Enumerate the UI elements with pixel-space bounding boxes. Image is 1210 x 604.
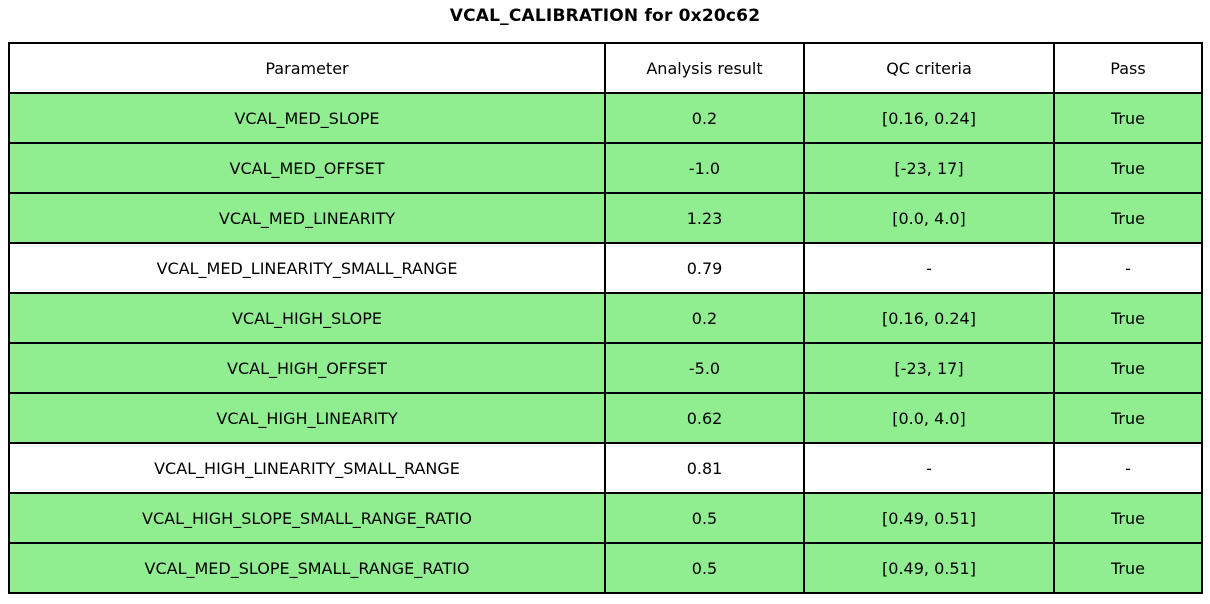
page-title: VCAL_CALIBRATION for 0x20c62: [449, 6, 761, 26]
pass-cell: True: [1053, 142, 1203, 194]
criteria-cell: [0.16, 0.24]: [803, 92, 1055, 144]
table-row: VCAL_HIGH_SLOPE 0.2 [0.16, 0.24] True: [8, 292, 1203, 344]
column-header-qc-criteria: QC criteria: [803, 42, 1055, 94]
parameter-cell: VCAL_HIGH_SLOPE: [8, 292, 606, 344]
parameter-cell: VCAL_HIGH_OFFSET: [8, 342, 606, 394]
result-cell: 1.23: [604, 192, 805, 244]
result-cell: 0.5: [604, 492, 805, 544]
pass-cell: True: [1053, 492, 1203, 544]
pass-cell: True: [1053, 92, 1203, 144]
parameter-cell: VCAL_HIGH_LINEARITY_SMALL_RANGE: [8, 442, 606, 494]
parameter-cell: VCAL_HIGH_LINEARITY: [8, 392, 606, 444]
result-cell: 0.62: [604, 392, 805, 444]
parameter-cell: VCAL_MED_SLOPE_SMALL_RANGE_RATIO: [8, 542, 606, 594]
criteria-cell: [0.16, 0.24]: [803, 292, 1055, 344]
table-row: VCAL_HIGH_SLOPE_SMALL_RANGE_RATIO 0.5 [0.4…: [8, 492, 1203, 544]
pass-cell: -: [1053, 242, 1203, 294]
pass-cell: True: [1053, 292, 1203, 344]
result-cell: -1.0: [604, 142, 805, 194]
parameter-cell: VCAL_HIGH_SLOPE_SMALL_RANGE_RATIO: [8, 492, 606, 544]
parameter-cell: VCAL_MED_LINEARITY_SMALL_RANGE: [8, 242, 606, 294]
table-row: VCAL_MED_OFFSET -1.0 [-23, 17] True: [8, 142, 1203, 194]
column-header-pass: Pass: [1053, 42, 1203, 94]
result-cell: 0.79: [604, 242, 805, 294]
result-cell: 0.2: [604, 292, 805, 344]
criteria-cell: [-23, 17]: [803, 142, 1055, 194]
criteria-cell: [0.0, 4.0]: [803, 192, 1055, 244]
pass-cell: True: [1053, 542, 1203, 594]
criteria-cell: [0.49, 0.51]: [803, 492, 1055, 544]
result-cell: 0.2: [604, 92, 805, 144]
parameter-cell: VCAL_MED_LINEARITY: [8, 192, 606, 244]
table-row: VCAL_MED_SLOPE 0.2 [0.16, 0.24] True: [8, 92, 1203, 144]
column-header-parameter: Parameter: [8, 42, 606, 94]
table-body: VCAL_MED_SLOPE 0.2 [0.16, 0.24] True VCAL_ME…: [8, 92, 1203, 594]
parameter-cell: VCAL_MED_SLOPE: [8, 92, 606, 144]
table-row: VCAL_HIGH_LINEARITY_SMALL_RANGE 0.81- -: [8, 442, 1203, 494]
table-row: VCAL_HIGH_OFFSET -5.0 [-23, 17] True: [8, 342, 1203, 394]
table-row: VCAL_HIGH_LINEARITY 0.62 [0.0, 4.0] True: [8, 392, 1203, 444]
table-row: VCAL_MED_LINEARITY_SMALL_RANGE 0.79- -: [8, 242, 1203, 294]
result-cell: -5.0: [604, 342, 805, 394]
result-cell: 0.5: [604, 542, 805, 594]
criteria-cell: [-23, 17]: [803, 342, 1055, 394]
pass-cell: True: [1053, 192, 1203, 244]
table-header-row: Parameter Analysis result QC criteria Pa…: [8, 42, 1203, 94]
pass-cell: True: [1053, 342, 1203, 394]
result-cell: 0.81: [604, 442, 805, 494]
table-row: VCAL_MED_SLOPE_SMALL_RANGE_RATIO 0.5 [0.49…: [8, 542, 1203, 594]
parameter-cell: VCAL_MED_OFFSET: [8, 142, 606, 194]
column-header-analysis-result: Analysis result: [604, 42, 805, 94]
qc-criteria-table: Parameter Analysis result QC criteria Pa…: [8, 42, 1203, 594]
pass-cell: True: [1053, 392, 1203, 444]
criteria-cell: -: [803, 242, 1055, 294]
pass-cell: -: [1053, 442, 1203, 494]
criteria-cell: [0.0, 4.0]: [803, 392, 1055, 444]
criteria-cell: -: [803, 442, 1055, 494]
table-row: VCAL_MED_LINEARITY 1.23 [0.0, 4.0] True: [8, 192, 1203, 244]
criteria-cell: [0.49, 0.51]: [803, 542, 1055, 594]
